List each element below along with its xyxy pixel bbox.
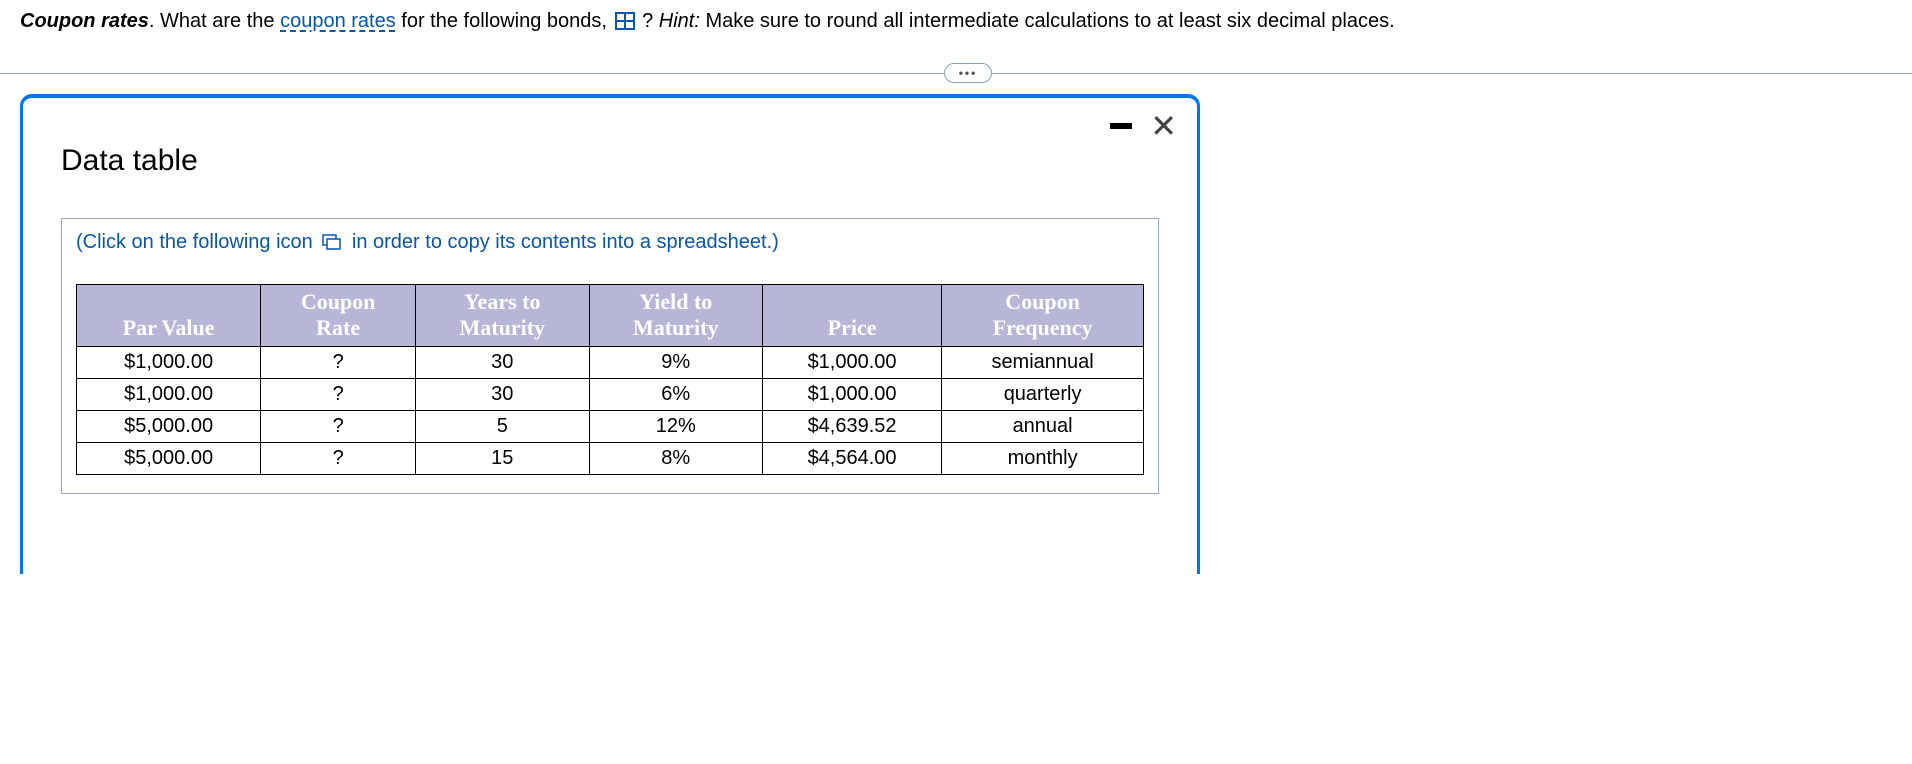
cell: $5,000.00 (77, 442, 261, 474)
cell: $5,000.00 (77, 410, 261, 442)
cell: $1,000.00 (762, 346, 941, 378)
col-coupon-frequency: CouponFrequency (942, 285, 1144, 347)
topic-label: Coupon rates (20, 10, 149, 32)
cell: 15 (416, 442, 589, 474)
panel-title: Data table (61, 144, 1159, 178)
section-divider: ••• (0, 73, 1912, 74)
bond-data-table: Par Value CouponRate Years toMaturity Yi… (76, 284, 1144, 475)
cell: 5 (416, 410, 589, 442)
hint-text: Make sure to round all intermediate calc… (700, 10, 1395, 32)
cell: semiannual (942, 346, 1144, 378)
table-container: (Click on the following icon in order to… (61, 218, 1159, 494)
cell: 9% (589, 346, 762, 378)
prompt-text-1: . What are the (149, 10, 280, 32)
cell: ? (261, 442, 416, 474)
cell: quarterly (942, 378, 1144, 410)
hint-label: Hint: (659, 10, 700, 32)
cell: $1,000.00 (77, 346, 261, 378)
cell: 6% (589, 378, 762, 410)
cell: 30 (416, 346, 589, 378)
minimize-button[interactable] (1110, 123, 1132, 129)
cell: 8% (589, 442, 762, 474)
table-row: $5,000.00 ? 5 12% $4,639.52 annual (77, 410, 1144, 442)
panel-window-controls: ✕ (1110, 116, 1177, 136)
close-button[interactable]: ✕ (1150, 116, 1177, 136)
cell: ? (261, 410, 416, 442)
col-coupon-rate: CouponRate (261, 285, 416, 347)
prompt-text-3: ? (637, 10, 659, 32)
instruction-pre: (Click on the following icon (76, 231, 318, 253)
cell: $4,639.52 (762, 410, 941, 442)
cell: annual (942, 410, 1144, 442)
data-table-icon[interactable] (615, 12, 635, 30)
table-row: $1,000.00 ? 30 6% $1,000.00 quarterly (77, 378, 1144, 410)
col-yield-to-maturity: Yield toMaturity (589, 285, 762, 347)
cell: $4,564.00 (762, 442, 941, 474)
col-price: Price (762, 285, 941, 347)
cell: 12% (589, 410, 762, 442)
coupon-rates-link[interactable]: coupon rates (280, 10, 396, 32)
copy-instruction: (Click on the following icon in order to… (76, 231, 1144, 254)
cell: $1,000.00 (762, 378, 941, 410)
col-years-to-maturity: Years toMaturity (416, 285, 589, 347)
prompt-text-2: for the following bonds, (396, 10, 613, 32)
cell: monthly (942, 442, 1144, 474)
table-body: $1,000.00 ? 30 9% $1,000.00 semiannual $… (77, 346, 1144, 474)
table-header-row: Par Value CouponRate Years toMaturity Yi… (77, 285, 1144, 347)
cell: ? (261, 378, 416, 410)
table-row: $1,000.00 ? 30 9% $1,000.00 semiannual (77, 346, 1144, 378)
instruction-post: in order to copy its contents into a spr… (346, 231, 778, 253)
data-table-panel: ✕ Data table (Click on the following ico… (20, 94, 1200, 574)
expand-pill-button[interactable]: ••• (944, 63, 992, 83)
col-par-value: Par Value (77, 285, 261, 347)
cell: $1,000.00 (77, 378, 261, 410)
question-prompt: Coupon rates. What are the coupon rates … (0, 0, 1912, 43)
cell: ? (261, 346, 416, 378)
table-row: $5,000.00 ? 15 8% $4,564.00 monthly (77, 442, 1144, 474)
cell: 30 (416, 378, 589, 410)
copy-to-spreadsheet-icon[interactable] (322, 234, 342, 250)
